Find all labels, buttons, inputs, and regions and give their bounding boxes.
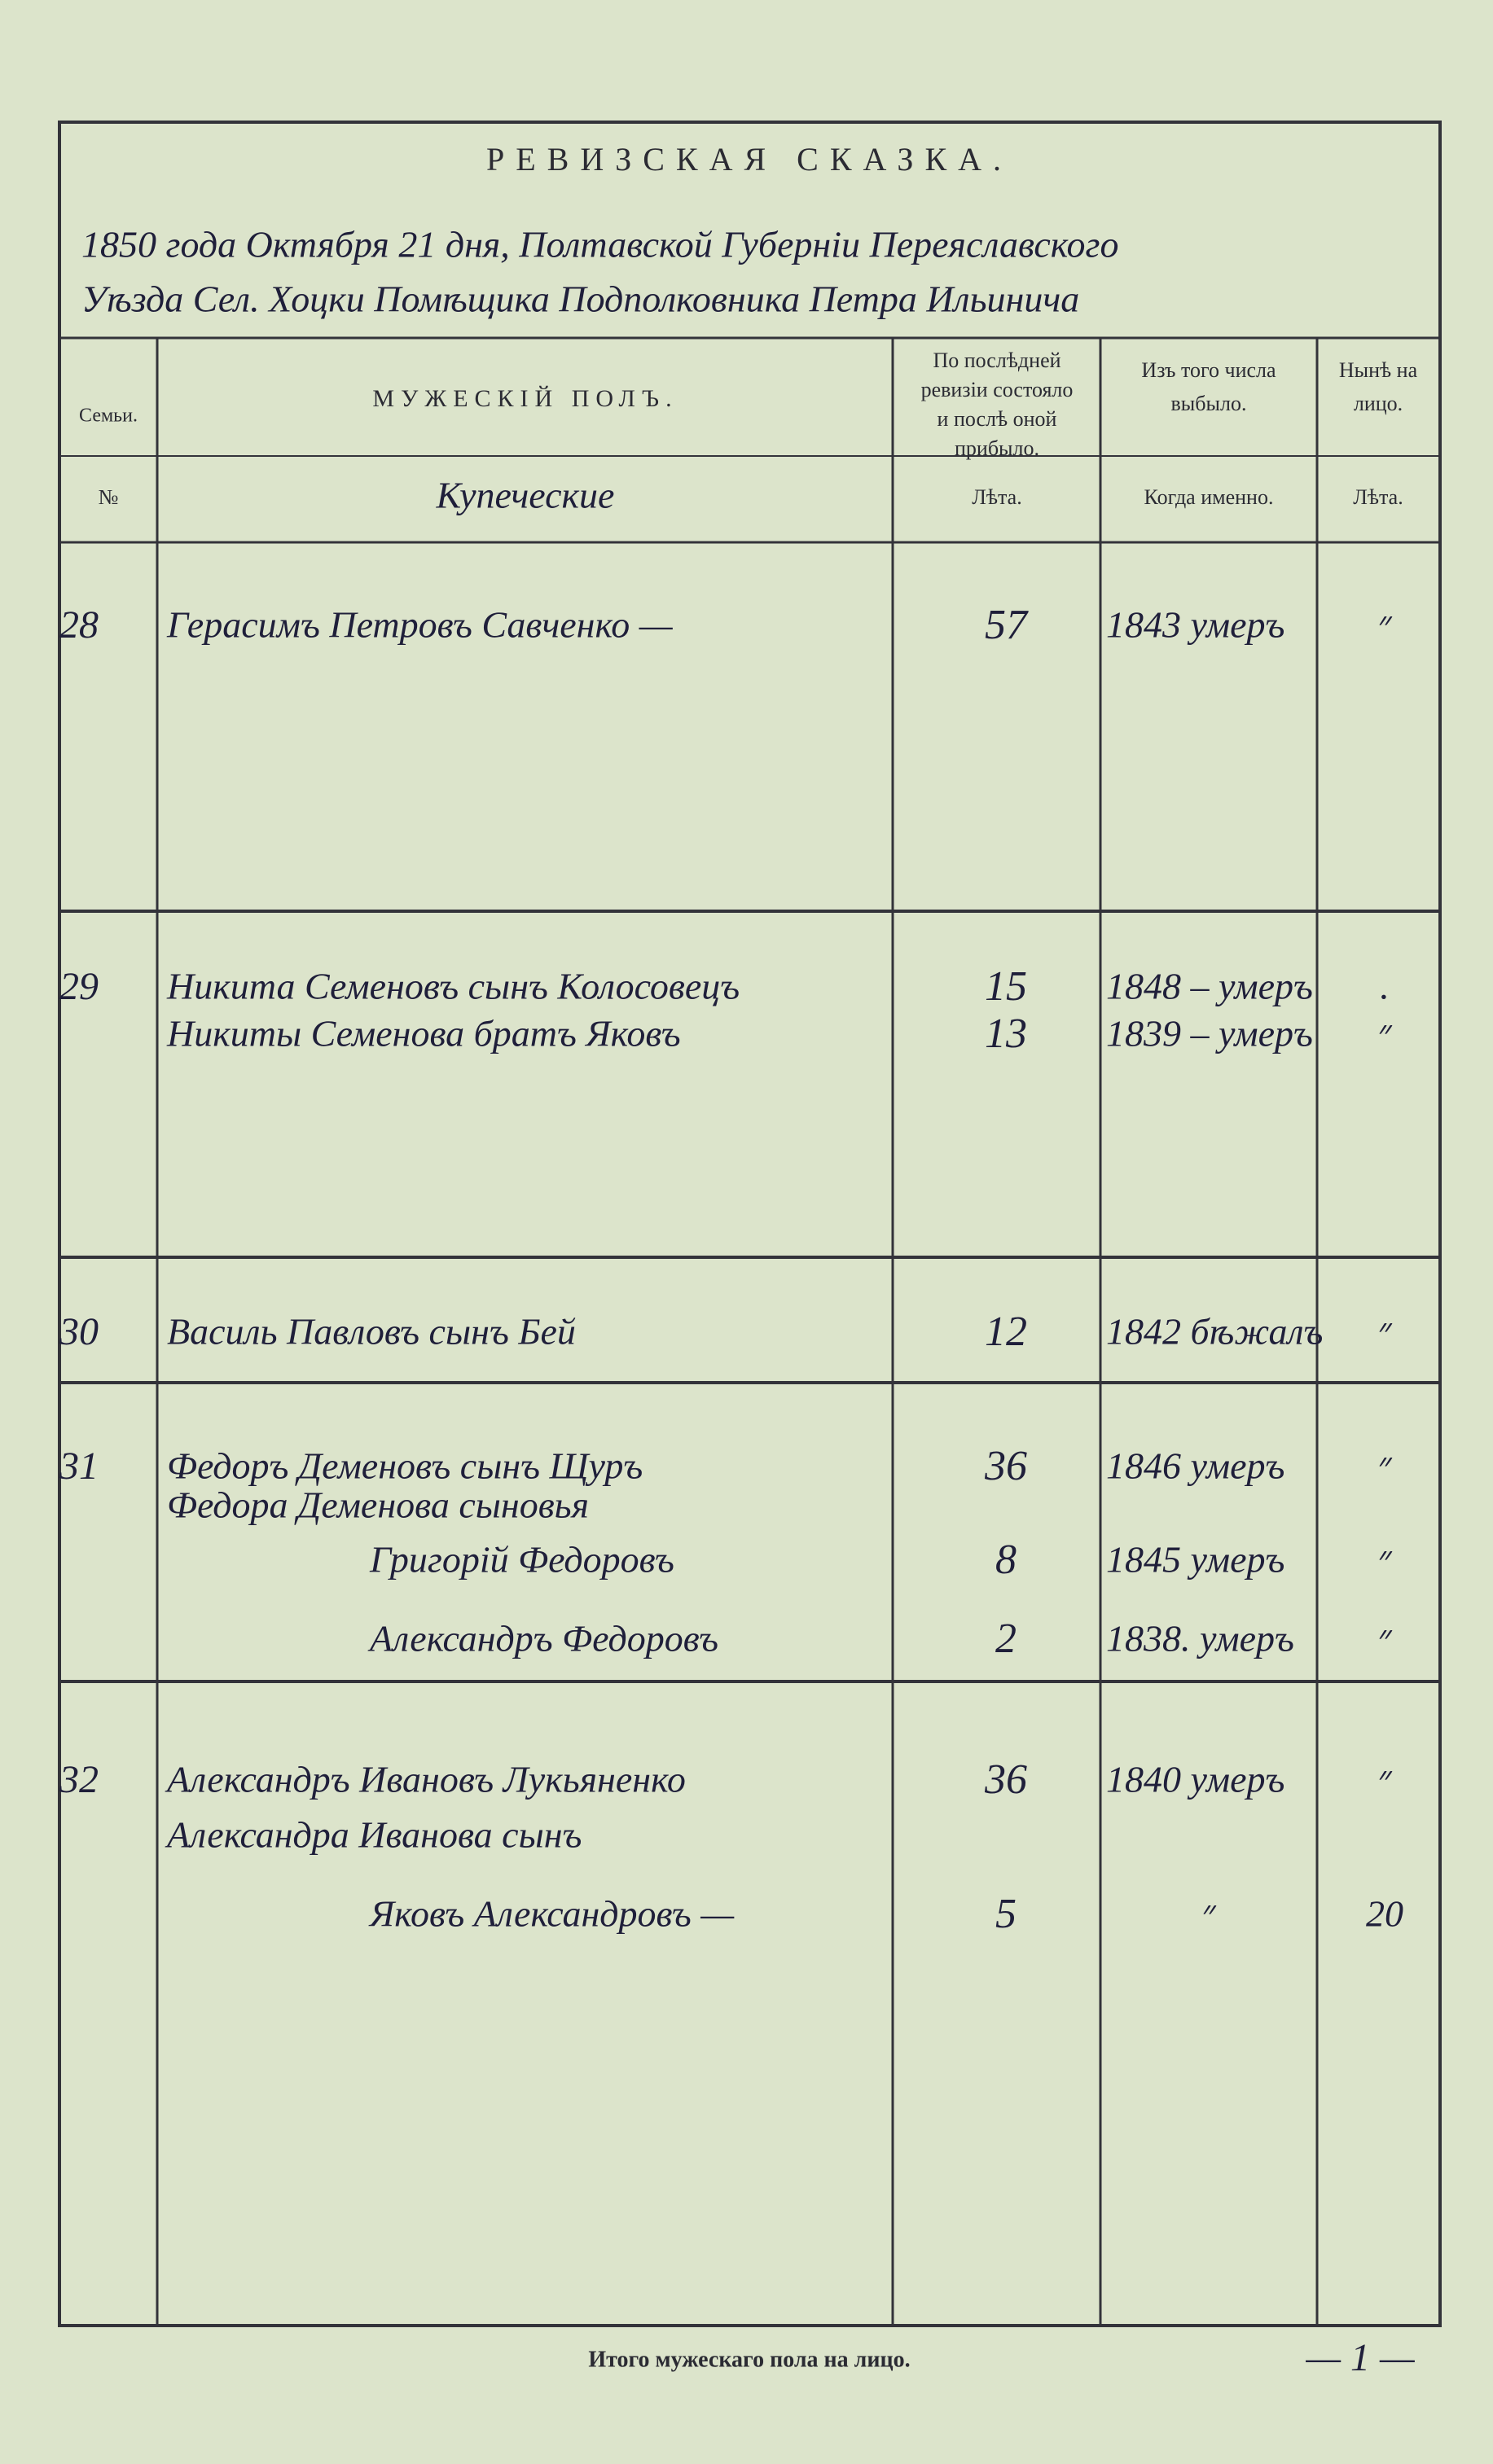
subheader: Лѣта. (1353, 485, 1403, 509)
family-number: 32 (59, 1758, 99, 1801)
column-header: прибыло. (955, 436, 1039, 460)
present: ״ (1377, 1618, 1393, 1659)
family-number: 29 (59, 965, 99, 1008)
column-header: выбыло. (1171, 392, 1247, 415)
column-header: Изъ того числа (1141, 358, 1276, 382)
person-name: Яковъ Александровъ — (368, 1893, 735, 1935)
district-line: Уѣзда Сел. Хоцки Помѣщика Подполковника … (81, 278, 1079, 320)
age: 8 (995, 1537, 1017, 1583)
person-name: Федоръ Деменовъ сынъ Щуръ (167, 1445, 643, 1487)
subheader: Лѣта. (972, 485, 1021, 509)
person-name: Никита Семеновъ сынъ Колосовецъ (166, 966, 740, 1007)
person-name: Федора Деменова сыновья (167, 1484, 589, 1526)
age: 12 (985, 1309, 1027, 1355)
present: ״ (1377, 1759, 1393, 1800)
age: 36 (984, 1443, 1027, 1489)
departure: 1838. умеръ (1106, 1618, 1294, 1659)
person-name: Василь Павловъ сынъ Бей (167, 1311, 576, 1353)
person-name: Никиты Семенова братъ Яковъ (166, 1013, 681, 1054)
age: 2 (995, 1616, 1017, 1662)
departure: 1840 умеръ (1106, 1759, 1284, 1800)
present: ״ (1377, 1445, 1393, 1487)
present: ״ (1377, 604, 1393, 646)
age: 5 (995, 1891, 1017, 1937)
subheader: № (99, 485, 119, 509)
departure: 1842 бѣжалъ (1106, 1311, 1323, 1353)
subheader: Купеческие (436, 475, 615, 516)
present: ״ (1377, 1311, 1393, 1353)
present: 20 (1366, 1893, 1403, 1935)
person-name: Александръ Федоровъ (367, 1618, 718, 1659)
family-number: 30 (59, 1310, 99, 1353)
column-header: Семьи. (79, 406, 138, 427)
column-header: и послѣ оной (938, 407, 1057, 431)
subheader: Когда именно. (1144, 485, 1274, 509)
person-name: Александра Иванова сынъ (165, 1814, 582, 1856)
departure: 1843 умеръ (1106, 604, 1284, 646)
departure: 1848 – умеръ (1106, 966, 1313, 1007)
column-header: ревизіи состояло (921, 378, 1074, 401)
age: 36 (984, 1756, 1027, 1803)
date-line: 1850 года Октября 21 дня, Полтавской Губ… (81, 224, 1118, 265)
outer-border (58, 121, 1442, 2327)
family-number: 31 (59, 1445, 99, 1488)
family-number: 28 (59, 603, 99, 647)
age: 13 (985, 1011, 1027, 1057)
person-name: Герасимъ Петровъ Савченко — (166, 604, 674, 646)
title: РЕВИЗСКАЯ СКАЗКА. (486, 141, 1012, 178)
footer-label: Итого мужескаго пола на лицо. (588, 2347, 910, 2372)
age: 57 (985, 602, 1029, 648)
person-name: Григорій Федоровъ (369, 1539, 674, 1581)
footer-total: — 1 — (1305, 2336, 1415, 2379)
person-name: Александръ Ивановъ Лукьяненко (165, 1759, 686, 1800)
present: ״ (1377, 1539, 1393, 1581)
column-header: МУЖЕСКІЙ ПОЛЪ. (372, 385, 678, 412)
table-frame (58, 121, 1442, 2327)
present: ״ (1377, 1013, 1393, 1054)
departure: 1839 – умеръ (1106, 1013, 1313, 1054)
departure: 1846 умеръ (1106, 1445, 1284, 1487)
departure: 1845 умеръ (1106, 1539, 1284, 1581)
column-header: лицо. (1354, 392, 1403, 415)
departure: ״ (1201, 1893, 1217, 1935)
age: 15 (985, 963, 1027, 1010)
column-header: Нынѣ на (1339, 358, 1418, 382)
column-header: По послѣдней (933, 349, 1060, 372)
present: . (1380, 966, 1390, 1007)
